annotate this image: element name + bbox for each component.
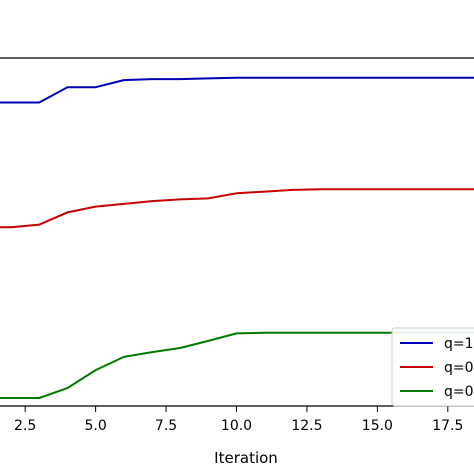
x-tick-label: 2.5 xyxy=(14,418,36,434)
series-line-1 xyxy=(0,76,474,104)
x-tick-label: 7.5 xyxy=(155,418,177,434)
legend-label-1: q=1 xyxy=(444,336,474,352)
x-tick-label: 5.0 xyxy=(84,418,106,434)
x-axis: 2.5 5.0 7.5 10.0 12.5 15.0 17.5 xyxy=(0,405,474,434)
x-tick-label: 17.5 xyxy=(432,418,463,434)
legend-label-3: q=0 xyxy=(444,384,474,400)
series-line-2 xyxy=(0,188,474,229)
legend-label-2: q=0 xyxy=(444,360,474,376)
x-tick-label: 10.0 xyxy=(221,418,252,434)
legend: q=1 q=0 q=0 xyxy=(391,327,474,407)
legend-box xyxy=(391,327,474,407)
x-tick-label: 12.5 xyxy=(291,418,322,434)
x-tick-label: 15.0 xyxy=(362,418,393,434)
x-axis-label: Iteration xyxy=(214,449,278,467)
